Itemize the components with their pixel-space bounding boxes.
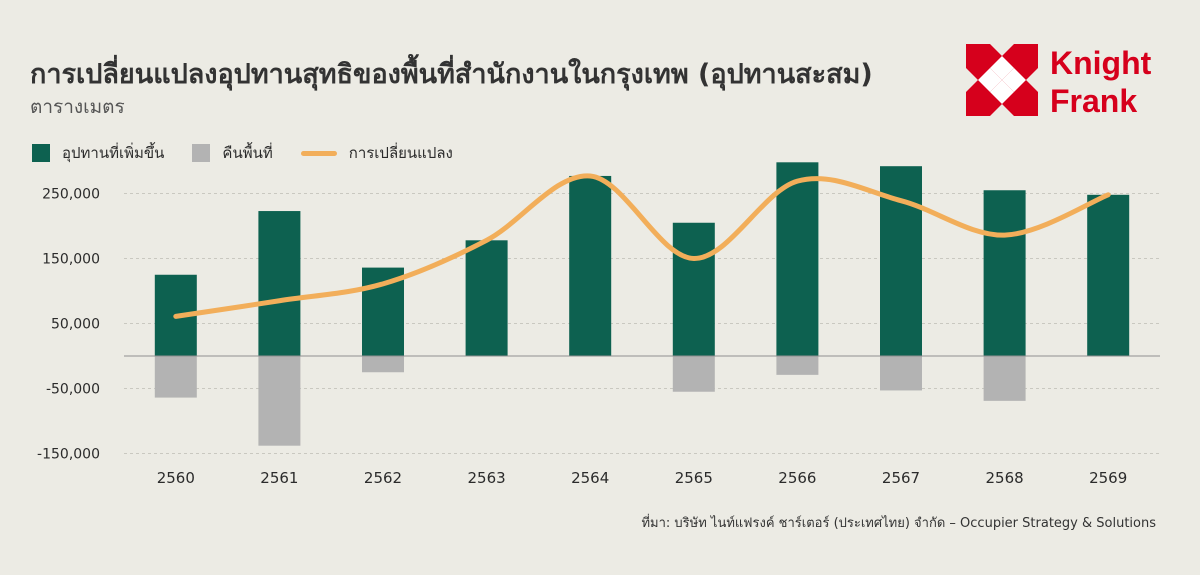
- bar-supply-added: [983, 190, 1026, 356]
- x-tick-label: 2564: [571, 469, 609, 487]
- bar-space-returned: [258, 356, 301, 446]
- y-tick-label: 150,000: [42, 252, 100, 268]
- legend-label-net-change: การเปลี่ยนแปลง: [348, 144, 453, 162]
- bar-supply-added: [465, 240, 508, 356]
- knight-frank-logo: Knight Frank: [966, 44, 1152, 116]
- chart-unit-label: ตารางเมตร: [30, 96, 125, 118]
- legend-swatch-space-returned: [192, 144, 211, 162]
- bar-space-returned: [880, 356, 922, 391]
- x-tick-label: 2567: [882, 469, 920, 487]
- legend-label-space-returned: คืนพื้นที่: [222, 144, 273, 162]
- bar-space-returned: [362, 356, 404, 373]
- bar-space-returned: [672, 356, 715, 392]
- bar-space-returned: [776, 356, 819, 375]
- x-tick-label: 2562: [364, 469, 402, 487]
- bar-space-returned: [154, 356, 197, 398]
- bar-supply-added: [1087, 194, 1130, 356]
- legend-item-space-returned: คืนพื้นที่: [192, 141, 273, 165]
- chart-title: การเปลี่ยนแปลงอุปทานสุทธิของพื้นที่สำนัก…: [30, 59, 873, 90]
- x-tick-label: 2569: [1089, 469, 1127, 487]
- x-tick-label: 2566: [778, 469, 816, 487]
- logo-text-line1: Knight: [1050, 45, 1152, 81]
- x-tick-label: 2561: [260, 469, 298, 487]
- x-tick-label: 2560: [157, 469, 195, 487]
- legend-label-supply-added: อุปทานที่เพิ่มขึ้น: [62, 144, 165, 162]
- net-change-line: [173, 173, 1111, 319]
- x-tick-label: 2565: [675, 469, 713, 487]
- legend-item-net-change: การเปลี่ยนแปลง: [300, 141, 453, 165]
- bar-supply-added: [569, 175, 612, 356]
- bar-supply-added: [258, 211, 301, 356]
- chart-legend: อุปทานที่เพิ่มขึ้น คืนพื้นที่ การเปลี่ยน…: [32, 141, 481, 165]
- bar-space-returned: [983, 356, 1026, 401]
- y-tick-label: -50,000: [46, 382, 100, 398]
- x-tick-label: 2568: [986, 469, 1024, 487]
- source-note: ที่มา: บริษัท ไนท์แฟรงค์ ชาร์เตอร์ (ประเ…: [641, 516, 1156, 531]
- legend-swatch-net-change: [300, 150, 337, 156]
- y-tick-label: 50,000: [51, 317, 100, 333]
- legend-item-supply-added: อุปทานที่เพิ่มขึ้น: [32, 141, 164, 165]
- bar-supply-added: [672, 222, 715, 356]
- x-tick-label: 2563: [468, 469, 506, 487]
- y-tick-label: -150,000: [37, 447, 100, 463]
- logo-text-line2: Frank: [1050, 83, 1137, 116]
- y-tick-label: 250,000: [42, 187, 100, 203]
- legend-swatch-supply-added: [32, 144, 50, 162]
- bar-supply-added: [776, 162, 819, 356]
